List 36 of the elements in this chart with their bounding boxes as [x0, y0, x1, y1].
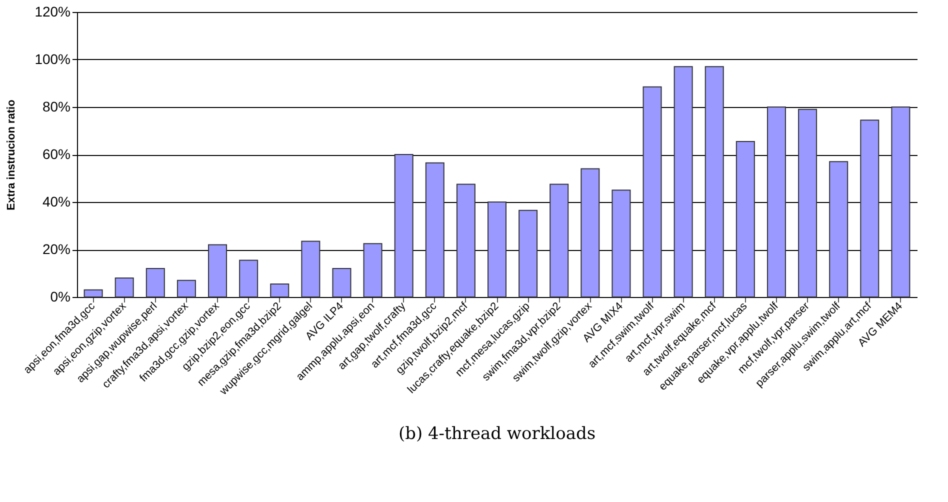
- bar: [580, 168, 600, 298]
- y-tick-label: 100%: [34, 51, 70, 67]
- bar: [829, 161, 848, 298]
- y-tick-label: 60%: [42, 146, 70, 162]
- bar: [332, 268, 352, 298]
- bar: [425, 162, 444, 298]
- bar: [674, 66, 693, 298]
- y-tick-label: 20%: [42, 241, 70, 257]
- y-tick-label: 0%: [50, 288, 70, 304]
- y-tick-label: 40%: [42, 194, 70, 210]
- bar: [239, 260, 258, 298]
- bar: [146, 268, 165, 298]
- bar: [270, 283, 290, 298]
- bar: [518, 210, 538, 298]
- bar: [550, 184, 569, 298]
- bar: [394, 154, 414, 298]
- y-axis-title: Extra instrucion ratio: [6, 99, 18, 210]
- bar: [736, 140, 755, 298]
- bar: [766, 106, 786, 298]
- y-tick-label: 120%: [34, 4, 70, 20]
- bar: [642, 86, 662, 298]
- bar: [891, 106, 910, 298]
- y-tick-label: 80%: [42, 98, 70, 114]
- bar: [488, 202, 506, 298]
- bar: [208, 244, 228, 298]
- bar: [176, 280, 196, 298]
- bar: [612, 190, 631, 298]
- bar: [301, 240, 320, 298]
- bar: [860, 120, 880, 298]
- bar: [704, 66, 724, 298]
- text: (b) 4-thread workloads: [398, 424, 596, 444]
- bar: [363, 243, 382, 298]
- bar: [84, 289, 103, 298]
- bar: [456, 184, 476, 298]
- bar: [798, 108, 818, 298]
- bar: [114, 278, 134, 298]
